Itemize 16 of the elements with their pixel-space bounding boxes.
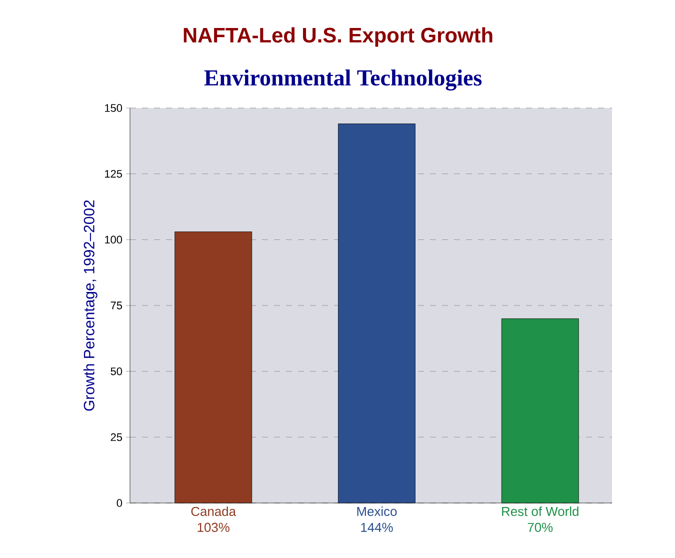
y-tick-label: 150 xyxy=(105,104,122,112)
y-tick-label: 50 xyxy=(110,367,122,376)
y-tick-label: 25 xyxy=(110,433,122,442)
x-tick-label: Rest of World xyxy=(502,506,578,516)
data-label: 103% xyxy=(198,522,230,532)
y-tick-label: 75 xyxy=(110,302,122,310)
y-tick-label: 100 xyxy=(105,236,122,244)
y-tick-label: 125 xyxy=(105,170,122,178)
x-tick-label: Mexico xyxy=(357,506,397,516)
chart-title: NAFTA-Led U.S. Export Growth xyxy=(184,27,492,47)
y-tick-label: 0 xyxy=(116,499,122,507)
x-tick-label: Canada xyxy=(191,506,236,516)
chart-subtitle: Environmental Technologies xyxy=(204,70,482,90)
data-label: 144% xyxy=(361,522,393,532)
y-axis-title: Growth Percentage, 1992–2002 xyxy=(83,200,98,411)
data-label: 70% xyxy=(528,522,553,532)
